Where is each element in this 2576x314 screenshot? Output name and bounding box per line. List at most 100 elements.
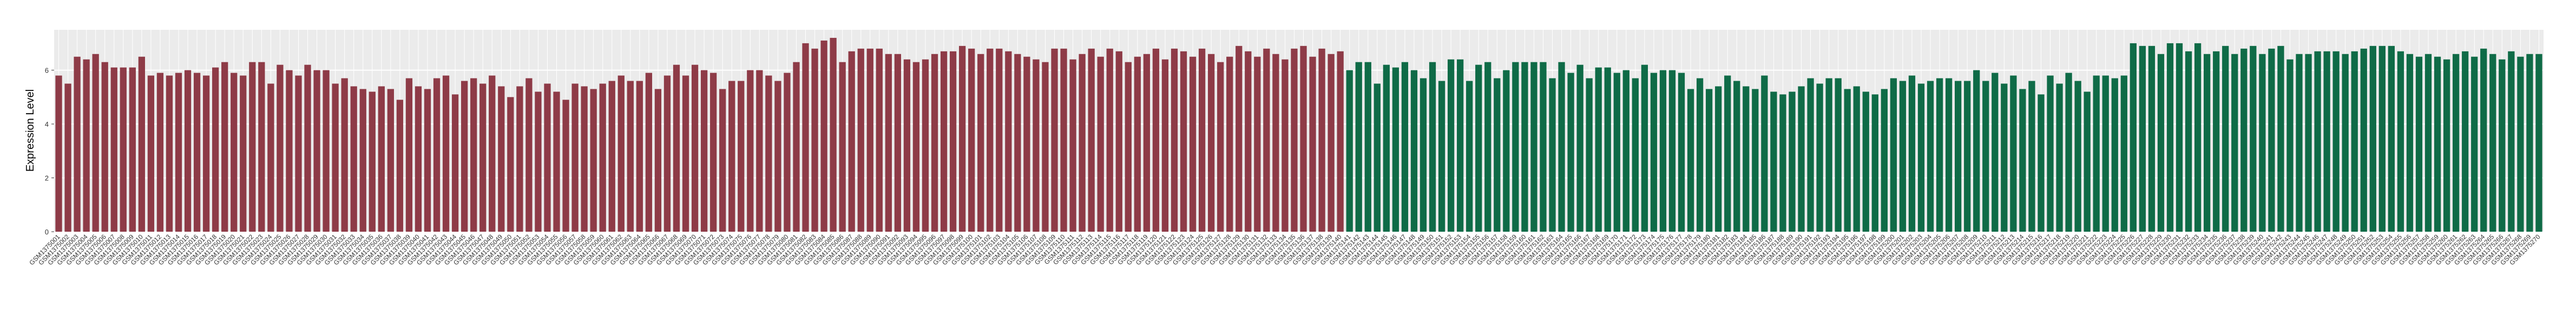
bar (599, 83, 606, 232)
bar (1595, 67, 1602, 232)
bar (2397, 51, 2404, 232)
bar (249, 62, 256, 232)
bar (903, 59, 911, 232)
bar (433, 78, 441, 232)
bar (1798, 86, 1805, 232)
bar (1871, 94, 1878, 232)
bar (553, 91, 560, 232)
bar (2342, 54, 2349, 232)
bar (2443, 59, 2450, 232)
bar (212, 67, 219, 232)
bar (1982, 81, 1989, 232)
bar (2038, 94, 2045, 232)
bar (1282, 59, 1289, 232)
bar (2406, 54, 2414, 232)
bar (663, 75, 671, 232)
bar (2277, 45, 2284, 232)
bar (2010, 75, 2017, 232)
bar (2415, 56, 2423, 232)
bar (461, 81, 468, 232)
bar (1540, 62, 1547, 232)
bar (498, 86, 505, 232)
bar (885, 54, 892, 232)
bar (535, 91, 542, 232)
bar (2480, 48, 2487, 232)
bar (2351, 51, 2358, 232)
bar (2378, 45, 2386, 232)
bar (1272, 54, 1279, 232)
bar (1420, 78, 1427, 232)
bar (2231, 54, 2238, 232)
bar (1161, 59, 1169, 232)
bar (166, 75, 173, 232)
bar (2084, 91, 2091, 232)
bar (654, 89, 662, 232)
bar (1743, 86, 1750, 232)
bar (2093, 75, 2100, 232)
bar (1125, 62, 1132, 232)
bar (2462, 51, 2469, 232)
bar (240, 75, 247, 232)
bar (544, 83, 551, 232)
bar (415, 86, 422, 232)
bar (2388, 45, 2395, 232)
bar (987, 48, 994, 232)
bar (489, 75, 496, 232)
bar (1328, 54, 1335, 232)
bar (1475, 64, 1482, 232)
bar (1291, 48, 1298, 232)
bar (2001, 83, 2008, 232)
bar (1171, 48, 1178, 232)
bar (1429, 62, 1436, 232)
bar (1576, 64, 1583, 232)
bar (1659, 70, 1667, 232)
bar (2222, 45, 2229, 232)
bar (1383, 64, 1390, 232)
bar (507, 97, 514, 232)
bar (231, 73, 238, 232)
bar (1927, 81, 1934, 232)
bar (2471, 56, 2478, 232)
bar (1208, 54, 1215, 232)
bar (2102, 75, 2109, 232)
bar (1152, 48, 1160, 232)
y-tick-label: 2 (45, 174, 49, 182)
bar (110, 67, 117, 232)
bar (627, 81, 634, 232)
bar (1300, 45, 1307, 232)
bar (2305, 54, 2312, 232)
bar (470, 78, 477, 232)
bar (1521, 62, 1528, 232)
bar (1484, 62, 1491, 232)
bar (747, 70, 754, 232)
bar (2204, 54, 2211, 232)
bar (802, 43, 809, 232)
bar (2166, 43, 2174, 232)
bar (156, 73, 164, 232)
bar (2028, 81, 2035, 232)
bar (940, 51, 948, 232)
bar (175, 73, 182, 232)
bar (719, 89, 726, 232)
bar (1706, 89, 1713, 232)
bar (258, 62, 265, 232)
y-tick-label: 6 (45, 67, 49, 75)
bar (184, 70, 192, 232)
bar (2424, 54, 2432, 232)
bar (1752, 89, 1759, 232)
bar (1724, 75, 1731, 232)
bar (2314, 51, 2321, 232)
bar (193, 73, 201, 232)
bar (2130, 43, 2137, 232)
bar (74, 56, 81, 232)
bar (1318, 48, 1325, 232)
bar (2268, 48, 2275, 232)
bar (83, 59, 90, 232)
bar (608, 81, 615, 232)
bar (830, 37, 837, 232)
bar (2453, 54, 2460, 232)
bar (442, 75, 450, 232)
bar (820, 40, 827, 232)
bar (1973, 70, 1980, 232)
